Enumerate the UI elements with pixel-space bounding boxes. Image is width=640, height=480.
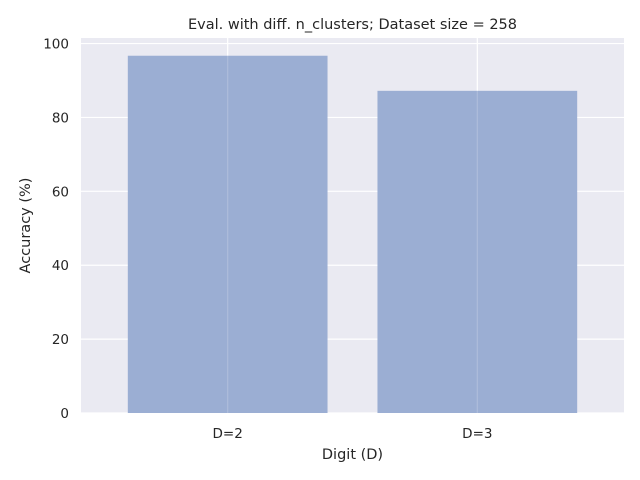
bar-D=2 — [127, 55, 328, 414]
x-tick-label: D=3 — [462, 426, 492, 442]
y-tick-label: 40 — [52, 258, 69, 274]
bar-D=3 — [377, 90, 578, 413]
grid-overlay — [227, 55, 478, 413]
y-tick-label: 0 — [60, 406, 69, 422]
y-tick-label: 60 — [52, 184, 69, 200]
y-tick-label: 80 — [52, 110, 69, 126]
x-tick-label: D=2 — [213, 426, 243, 442]
bars — [127, 55, 578, 414]
y-tick-labels: 0 20 40 60 80 100 — [43, 37, 69, 422]
x-tick-labels: D=2 D=3 — [213, 426, 493, 442]
chart-title: Eval. with diff. n_clusters; Dataset siz… — [188, 17, 517, 33]
y-tick-label: 100 — [43, 37, 69, 53]
x-axis-label: Digit (D) — [322, 447, 383, 463]
y-tick-label: 20 — [52, 332, 69, 348]
y-axis-label: Accuracy (%) — [18, 178, 34, 274]
